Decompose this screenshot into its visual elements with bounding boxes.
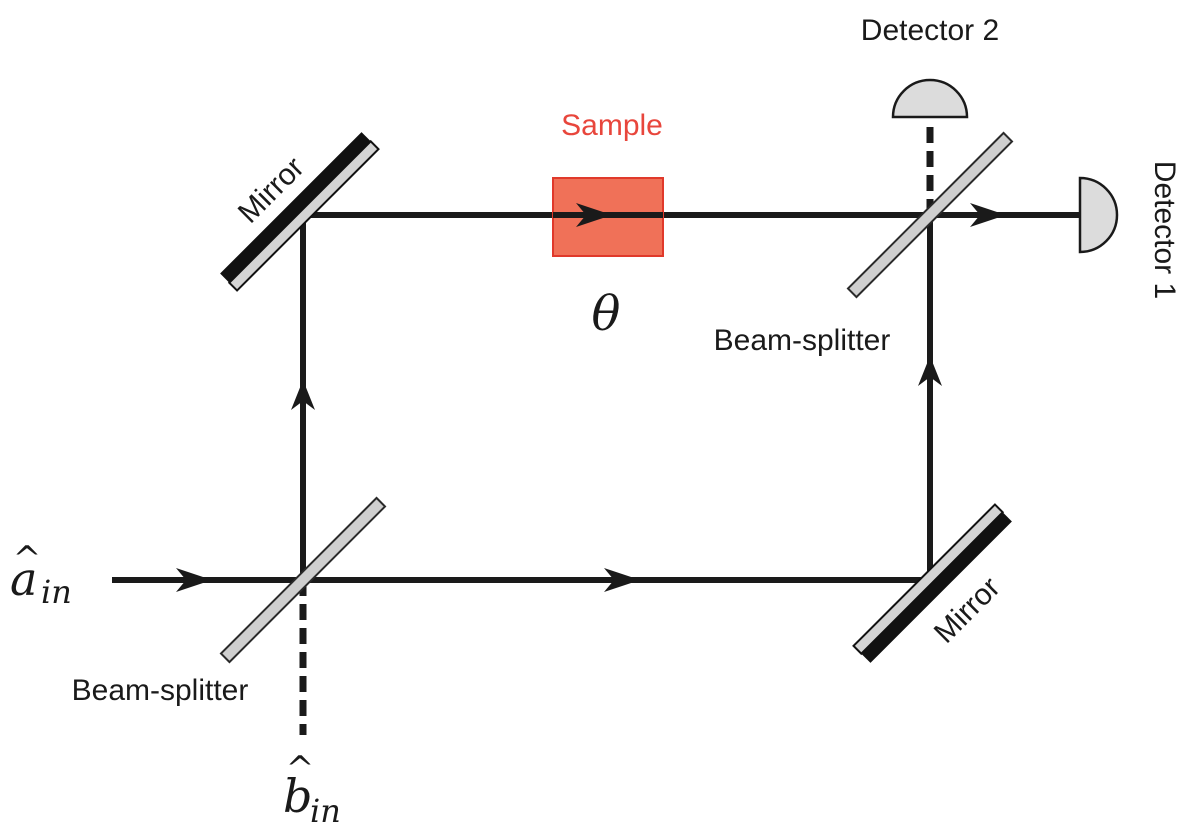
theta-label: θ [592,286,621,342]
input-b-operator: ^ b in [283,749,341,827]
input-a-subscript: in [41,573,72,611]
input-b-subscript: in [310,792,341,827]
detector-2-label: Detector 2 [861,14,999,47]
beam-splitter-bottom-label: Beam-splitter [72,674,249,707]
detector-1-shape [1080,178,1117,252]
detector-1-label: Detector 1 [1148,161,1181,299]
detector-2-shape [893,80,967,117]
input-a-base: a [10,552,37,606]
input-a-operator: ^ a in [10,539,72,611]
sample-label: Sample [561,109,663,142]
beam-splitter-top-label: Beam-splitter [714,324,891,357]
input-b-base: b [283,769,312,823]
